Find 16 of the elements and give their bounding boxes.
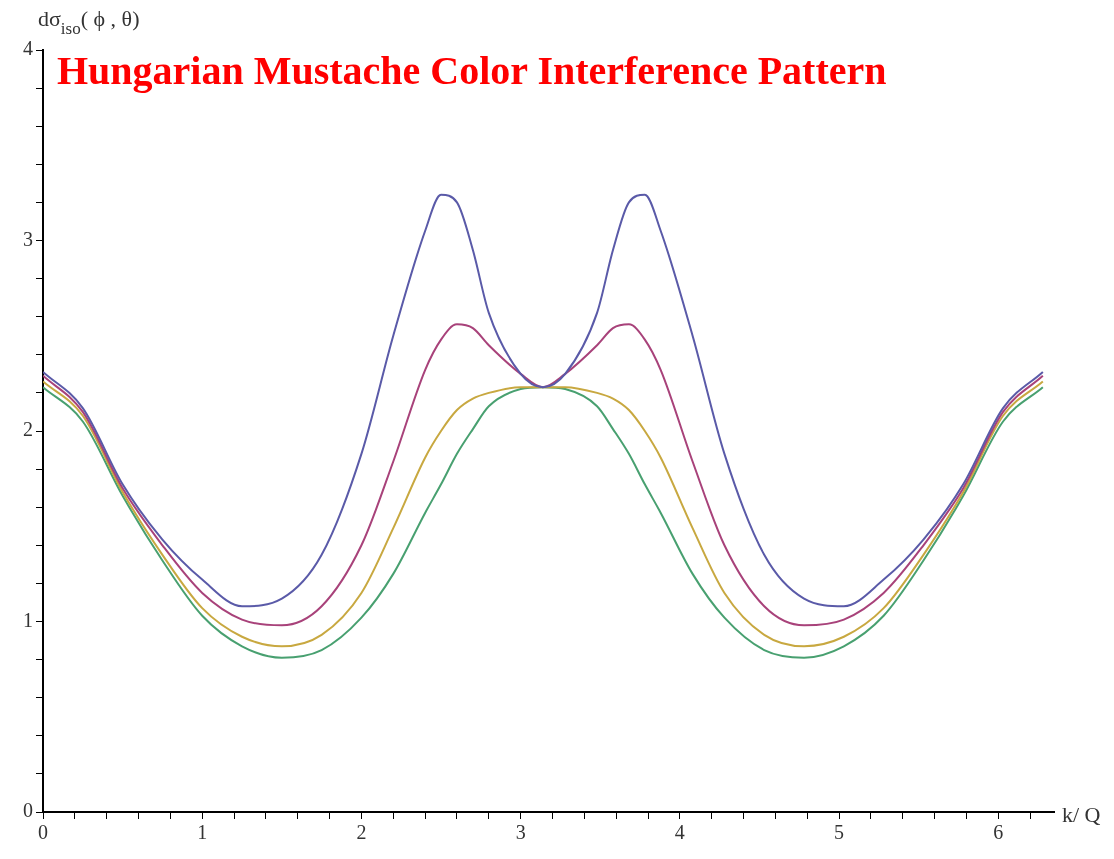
- y-tick-label: 3: [23, 227, 33, 250]
- x-axis-title: k/ Q: [1062, 801, 1101, 827]
- x-tick-label: 1: [197, 821, 208, 844]
- y-tick-label: 2: [23, 418, 33, 441]
- y-tick-label: 4: [23, 37, 33, 60]
- x-tick-label: 0: [38, 821, 48, 844]
- chart-title: Hungarian Mustache Color Interference Pattern: [57, 48, 887, 93]
- line-series: [43, 323, 1044, 627]
- x-tick-label: 4: [674, 821, 685, 844]
- y-tick-label: 0: [23, 799, 33, 822]
- x-tick-label: 2: [356, 821, 367, 844]
- x-tick-label: 5: [834, 821, 845, 844]
- y-tick-label: 1: [23, 608, 33, 631]
- x-tick-label: 3: [515, 821, 526, 844]
- line-series: [43, 193, 1044, 608]
- x-tick-label: 6: [993, 821, 1004, 844]
